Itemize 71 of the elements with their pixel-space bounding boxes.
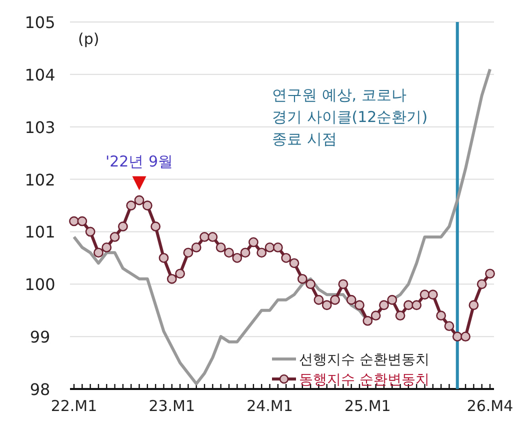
x-tick-label: 25.M1 bbox=[344, 397, 391, 415]
point bbox=[403, 300, 414, 310]
point bbox=[420, 290, 430, 300]
legend-label: 선행지수 순환변동치 bbox=[299, 352, 430, 368]
point bbox=[200, 232, 210, 242]
point bbox=[370, 310, 381, 321]
point bbox=[354, 300, 364, 310]
point bbox=[379, 300, 389, 310]
point bbox=[102, 242, 112, 252]
point bbox=[69, 216, 79, 226]
point bbox=[314, 294, 324, 305]
y-tick-label: 101 bbox=[24, 222, 56, 242]
point bbox=[289, 258, 300, 268]
point bbox=[452, 332, 462, 342]
annotation: (p) bbox=[78, 30, 100, 48]
point bbox=[85, 226, 96, 237]
y-tick-label: 100 bbox=[24, 275, 56, 294]
point bbox=[208, 232, 218, 242]
point bbox=[150, 222, 161, 232]
point bbox=[256, 248, 267, 258]
point bbox=[468, 300, 479, 310]
point bbox=[110, 232, 120, 242]
point bbox=[346, 294, 356, 305]
y-tick-label: 105 bbox=[24, 13, 56, 32]
x-tick-label: 22.M1 bbox=[50, 397, 98, 415]
point bbox=[142, 200, 152, 210]
point bbox=[166, 274, 177, 284]
point bbox=[338, 279, 348, 290]
annotation: '22년 9월 bbox=[105, 152, 174, 170]
y-tick-label: 99 bbox=[30, 328, 50, 347]
point bbox=[395, 310, 406, 321]
point bbox=[485, 268, 495, 279]
point bbox=[322, 300, 332, 310]
point bbox=[436, 310, 446, 321]
point bbox=[158, 252, 169, 263]
x-tick-label: 23.M1 bbox=[148, 397, 196, 415]
point bbox=[281, 252, 292, 263]
point bbox=[191, 242, 202, 252]
point bbox=[183, 248, 194, 258]
point bbox=[297, 274, 308, 284]
point bbox=[77, 216, 88, 226]
point bbox=[306, 279, 316, 290]
y-tick-label: 103 bbox=[24, 118, 56, 137]
point bbox=[444, 321, 454, 332]
point bbox=[428, 290, 438, 300]
point bbox=[330, 294, 340, 305]
y-tick-label: 98 bbox=[30, 380, 50, 399]
point bbox=[118, 222, 128, 232]
point bbox=[460, 332, 470, 342]
point bbox=[362, 316, 373, 326]
line-series bbox=[72, 68, 492, 386]
point bbox=[126, 200, 136, 210]
point bbox=[94, 248, 104, 258]
point bbox=[240, 248, 250, 258]
point bbox=[248, 237, 258, 248]
point bbox=[224, 248, 234, 258]
legend-label: 동행지수 순환변동치 bbox=[299, 372, 430, 388]
point bbox=[134, 195, 144, 206]
point bbox=[387, 294, 398, 305]
point bbox=[175, 268, 185, 279]
annotation: 연구원 예상, 코로나 경기 사이클(12순환기) 종료 시점 bbox=[272, 86, 428, 148]
y-tick-label: 102 bbox=[24, 170, 56, 190]
point bbox=[264, 242, 275, 252]
point bbox=[476, 279, 487, 290]
x-tick-label: 26.M4 bbox=[466, 397, 514, 415]
point bbox=[272, 242, 283, 252]
y-tick-label: 104 bbox=[24, 65, 56, 84]
point bbox=[412, 300, 422, 310]
point bbox=[216, 242, 226, 252]
x-tick-label: 24.M1 bbox=[246, 397, 293, 415]
point bbox=[232, 252, 242, 263]
